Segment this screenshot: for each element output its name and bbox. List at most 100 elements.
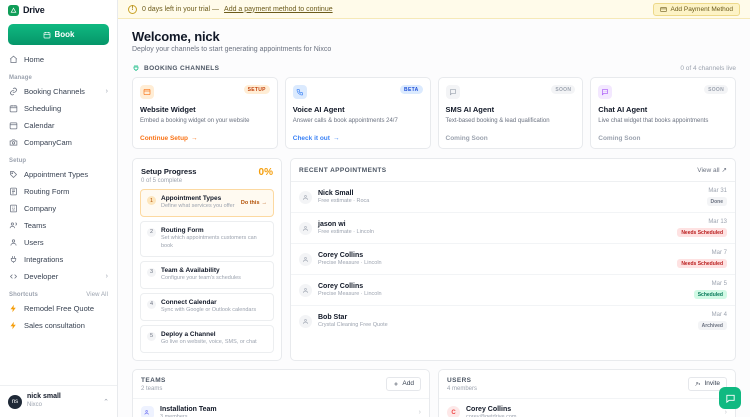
- camera-icon: [9, 138, 18, 147]
- row-right: Mar 5 Scheduled: [693, 281, 727, 299]
- step-number: 5: [147, 331, 156, 341]
- status-badge: SOON: [551, 85, 576, 94]
- status-badge: Scheduled: [693, 290, 727, 299]
- step-body: Deploy a Channel Go live on website, voi…: [161, 331, 267, 347]
- sidebar-item-booking-channels-label: Booking Channels: [24, 87, 85, 96]
- sidebar-section-setup: Setup: [9, 158, 27, 164]
- sidebar-item-companycam[interactable]: CompanyCam: [0, 134, 117, 151]
- recent-appointments-title: RECENT APPOINTMENTS: [299, 166, 387, 174]
- step-number: 4: [147, 299, 156, 309]
- book-button-label: Book: [54, 30, 75, 39]
- avatar: [299, 190, 312, 204]
- table-row[interactable]: Nick Small Free estimate · Roca Mar 31 D…: [291, 182, 735, 213]
- trial-banner: ! 0 days left in your trial — Add a paym…: [118, 0, 750, 19]
- setup-progress-list: 1 Appointment Types Define what services…: [133, 189, 281, 360]
- setup-step-deploy-channel[interactable]: 5 Deploy a Channel Go live on website, v…: [140, 324, 274, 353]
- booking-channels-header: BOOKING CHANNELS 0 of 4 channels live: [132, 64, 736, 72]
- user-email: corey@getdrive.com: [466, 413, 517, 417]
- table-row[interactable]: Bob Star Crystal Cleaning Free Quote Mar…: [291, 306, 735, 336]
- step-name: Connect Calendar: [161, 298, 217, 306]
- recent-appointments-panel: RECENT APPOINTMENTS View all ↗ Nick Smal…: [290, 158, 736, 361]
- sidebar-item-company[interactable]: Company: [0, 200, 117, 217]
- card-title: SMS AI Agent: [445, 105, 495, 114]
- avatar: C: [447, 406, 460, 417]
- shortcut-sales-consultation[interactable]: Sales consultation: [0, 317, 117, 334]
- channel-card-voice-ai-agent[interactable]: BETA Voice AI Agent Answer calls & book …: [284, 77, 431, 149]
- step-name: Routing Form: [161, 226, 204, 234]
- card-top: SOON: [598, 85, 728, 99]
- step-description: Configure your team's schedules: [161, 274, 241, 281]
- chat-support-button[interactable]: [719, 387, 741, 409]
- coming-soon-label: Coming Soon: [445, 135, 488, 142]
- book-button[interactable]: Book: [8, 24, 109, 45]
- user-account-menu[interactable]: ns nick small Nixco ⌃: [0, 385, 117, 417]
- status-badge: Needs Scheduled: [677, 259, 727, 268]
- do-this-label: Do this: [240, 199, 260, 206]
- status-badge: BETA: [400, 85, 423, 94]
- sidebar-item-scheduling-label: Scheduling: [24, 104, 62, 113]
- add-payment-method-button[interactable]: Add Payment Method: [653, 2, 740, 16]
- trial-payment-link[interactable]: Add a payment method to continue: [224, 5, 333, 13]
- teams-panel: TEAMS 2 teams Add Installati: [132, 368, 430, 417]
- booking-channels-grid: SETUP Website Widget Embed a booking wid…: [132, 77, 736, 149]
- code-icon: [9, 272, 18, 281]
- setup-step-appointment-types[interactable]: 1 Appointment Types Define what services…: [140, 189, 274, 217]
- link-icon: [9, 87, 18, 96]
- sidebar-item-integrations[interactable]: Integrations: [0, 251, 117, 268]
- sidebar-item-users-label: Users: [24, 238, 44, 247]
- step-name: Appointment Types: [161, 195, 222, 202]
- table-row[interactable]: Corey Collins Precise Measure · Lincoln …: [291, 244, 735, 275]
- setup-step-team-availability[interactable]: 3 Team & Availability Configure your tea…: [140, 260, 274, 289]
- account-names: nick small Nixco: [27, 393, 61, 409]
- card-description: Embed a booking widget on your website: [140, 118, 250, 124]
- setup-step-connect-calendar[interactable]: 4 Connect Calendar Sync with Google or O…: [140, 292, 274, 321]
- do-this-button[interactable]: Do this →: [241, 195, 267, 211]
- sidebar-item-scheduling[interactable]: Scheduling: [0, 100, 117, 117]
- plus-icon: [394, 382, 399, 386]
- sidebar-item-developer[interactable]: Developer ›: [0, 268, 117, 285]
- page-subtitle: Deploy your channels to start generating…: [132, 46, 332, 53]
- card-description: Answer calls & book appointments 24/7: [292, 118, 398, 124]
- chat-dots-icon: [598, 85, 613, 99]
- widget-icon: [140, 85, 154, 99]
- status-badge: SETUP: [243, 85, 270, 94]
- invite-user-button[interactable]: Invite: [688, 376, 727, 391]
- continue-setup-button[interactable]: Continue Setup →: [140, 129, 270, 142]
- sidebar-item-home[interactable]: Home: [0, 51, 117, 68]
- sidebar-section-manage: Manage: [9, 75, 32, 81]
- avatar: [299, 314, 312, 328]
- list-item[interactable]: Installation Team 3 members ›: [133, 397, 429, 417]
- add-team-button[interactable]: Add: [386, 376, 421, 391]
- team-icon: [9, 221, 18, 230]
- invite-user-label: Invite: [704, 380, 720, 388]
- sidebar-item-booking-channels[interactable]: Booking Channels ›: [0, 83, 117, 100]
- sidebar-item-teams[interactable]: Teams: [0, 217, 117, 234]
- row-right: Mar 7 Needs Scheduled: [677, 250, 727, 268]
- booking-channels-meta: 0 of 4 channels live: [680, 64, 736, 72]
- check-it-out-button[interactable]: Check it out →: [293, 129, 423, 142]
- sidebar-item-companycam-label: CompanyCam: [24, 138, 72, 147]
- coming-soon-label: Coming Soon: [598, 135, 641, 142]
- arrow-right-icon: →: [261, 199, 268, 206]
- table-row[interactable]: jason wi Free estimate · Lincoln Mar 13 …: [291, 213, 735, 244]
- booking-channels-title: BOOKING CHANNELS: [144, 64, 220, 72]
- sidebar-item-users[interactable]: Users: [0, 234, 117, 251]
- channel-card-website-widget[interactable]: SETUP Website Widget Embed a booking wid…: [132, 77, 278, 149]
- team-members: 3 members: [160, 413, 188, 417]
- list-item[interactable]: C Corey Collins corey@getdrive.com ›: [439, 397, 735, 417]
- row-right: Mar 13 Needs Scheduled: [677, 219, 727, 237]
- shortcut-remodel-free-quote[interactable]: Remodel Free Quote: [0, 300, 117, 317]
- appointment-name: Nick Small: [318, 189, 354, 197]
- sidebar-item-routing-form[interactable]: Routing Form: [0, 183, 117, 200]
- step-body: Team & Availability Configure your team'…: [161, 267, 267, 283]
- view-all-button[interactable]: View all ↗: [697, 166, 727, 175]
- setup-step-routing-form[interactable]: 2 Routing Form Set which appointments cu…: [140, 220, 274, 257]
- appointment-name: Corey Collins: [318, 282, 364, 290]
- setup-progress-titles: Setup Progress 0 of 5 complete: [141, 167, 196, 184]
- sidebar-item-appointment-types[interactable]: Appointment Types: [0, 166, 117, 183]
- shortcuts-view-all[interactable]: View All: [86, 292, 108, 298]
- appointment-type: Crystal Cleaning Free Quote: [318, 321, 388, 328]
- appointment-type: Free estimate · Lincoln: [318, 228, 374, 235]
- table-row[interactable]: Corey Collins Precise Measure · Lincoln …: [291, 275, 735, 306]
- sidebar-item-calendar[interactable]: Calendar: [0, 117, 117, 134]
